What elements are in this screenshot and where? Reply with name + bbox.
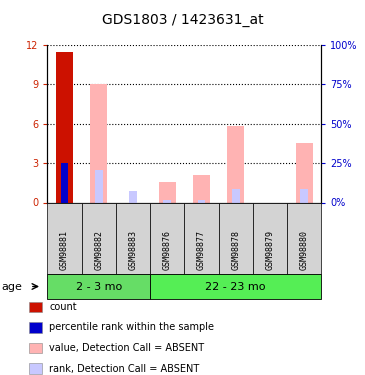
- Bar: [56, 52, 73, 202]
- Bar: [159, 182, 176, 203]
- Bar: [95, 170, 103, 202]
- Bar: [197, 200, 205, 202]
- Text: GSM98882: GSM98882: [94, 230, 103, 270]
- Bar: [129, 190, 137, 202]
- Bar: [193, 175, 210, 202]
- Bar: [90, 84, 107, 203]
- Text: GSM98881: GSM98881: [60, 230, 69, 270]
- Bar: [61, 163, 68, 202]
- Text: 2 - 3 mo: 2 - 3 mo: [76, 282, 122, 291]
- Text: age: age: [2, 282, 23, 291]
- Text: percentile rank within the sample: percentile rank within the sample: [49, 322, 214, 332]
- Bar: [300, 189, 308, 202]
- Bar: [232, 189, 239, 202]
- Text: GSM98879: GSM98879: [265, 230, 274, 270]
- Text: value, Detection Call = ABSENT: value, Detection Call = ABSENT: [49, 343, 204, 353]
- Bar: [164, 200, 171, 202]
- Text: 22 - 23 mo: 22 - 23 mo: [205, 282, 266, 291]
- Text: GDS1803 / 1423631_at: GDS1803 / 1423631_at: [102, 13, 263, 27]
- Text: count: count: [49, 302, 77, 312]
- Text: GSM98877: GSM98877: [197, 230, 206, 270]
- Text: GSM98876: GSM98876: [163, 230, 172, 270]
- Bar: [227, 126, 244, 202]
- Bar: [296, 144, 313, 202]
- Text: rank, Detection Call = ABSENT: rank, Detection Call = ABSENT: [49, 364, 200, 374]
- Text: GSM98883: GSM98883: [128, 230, 138, 270]
- Text: GSM98880: GSM98880: [300, 230, 308, 270]
- Text: GSM98878: GSM98878: [231, 230, 240, 270]
